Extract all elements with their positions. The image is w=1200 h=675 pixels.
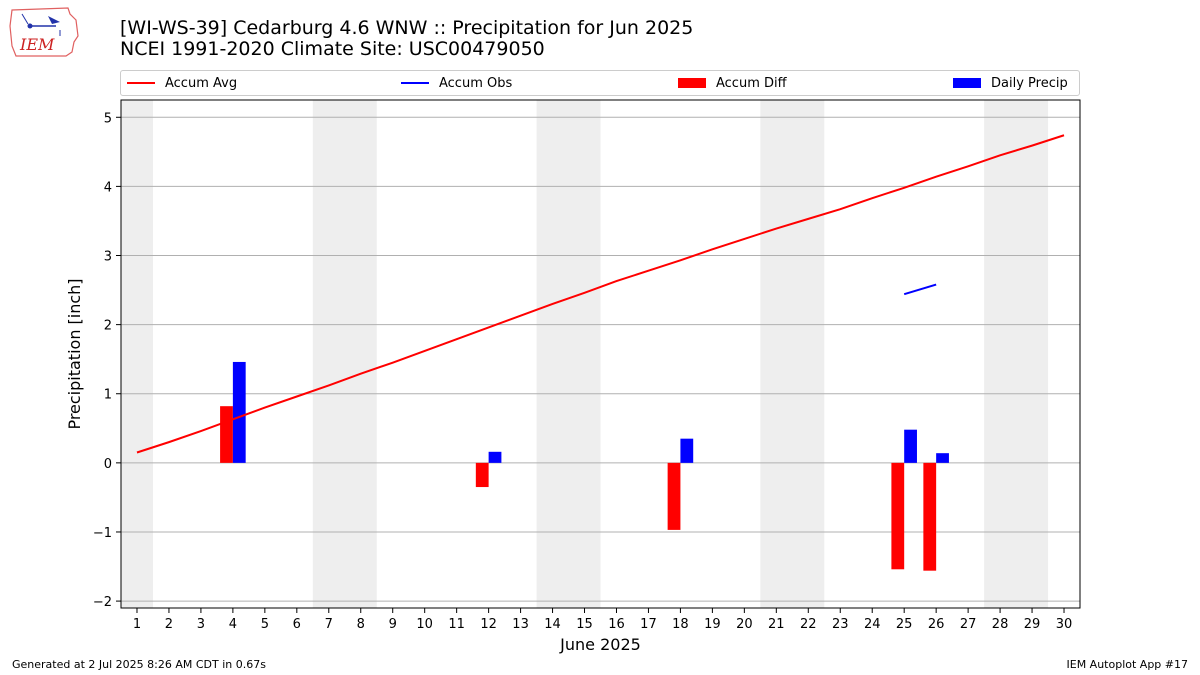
x-tick-label: 16 [608, 617, 625, 632]
y-tick-label: −1 [93, 526, 112, 541]
y-tick-label: 2 [104, 319, 112, 334]
y-tick-label: −2 [93, 595, 112, 610]
x-tick-label: 1 [133, 617, 141, 632]
x-tick-label: 4 [229, 617, 237, 632]
x-tick-label: 3 [197, 617, 205, 632]
x-tick-label: 5 [261, 617, 269, 632]
x-tick-label: 10 [416, 617, 433, 632]
legend-label-accum-diff: Accum Diff [716, 75, 787, 91]
weekend-shade [760, 100, 825, 608]
weekend-shade [121, 100, 153, 608]
accum-diff-bar [220, 406, 233, 463]
legend-swatch-accum-diff [678, 78, 706, 88]
x-tick-label: 29 [1024, 617, 1041, 632]
x-tick-label: 9 [389, 617, 397, 632]
daily-precip-bar [488, 451, 502, 463]
accum-diff-bar [891, 462, 905, 570]
title-line-2: NCEI 1991-2020 Climate Site: USC00479050 [120, 38, 545, 60]
x-tick-label: 28 [992, 617, 1009, 632]
accum-diff-bar [667, 462, 681, 530]
weekend-shade [312, 100, 377, 608]
legend: Accum Avg Accum Obs Accum Diff Daily Pre… [120, 70, 1080, 96]
x-tick-label: 11 [448, 617, 465, 632]
y-tick-label: 3 [104, 250, 112, 265]
x-tick-label: 7 [325, 617, 333, 632]
title-line-1: [WI-WS-39] Cedarburg 4.6 WNW :: Precipit… [120, 17, 694, 39]
x-tick-label: 18 [672, 617, 689, 632]
chart-title: [WI-WS-39] Cedarburg 4.6 WNW :: Precipit… [120, 18, 693, 60]
legend-item-accum-avg: Accum Avg [127, 71, 237, 95]
y-tick-label: 1 [104, 388, 112, 403]
accum-obs-line [903, 283, 937, 296]
x-tick-label: 20 [736, 617, 753, 632]
x-tick-label: 25 [896, 617, 913, 632]
legend-item-accum-obs: Accum Obs [401, 71, 512, 95]
daily-precip-bar [936, 453, 949, 463]
legend-swatch-daily-precip [953, 78, 981, 88]
y-tick-label: 0 [104, 457, 112, 472]
legend-label-accum-obs: Accum Obs [439, 75, 513, 91]
weekend-shade [536, 100, 601, 608]
daily-precip-bar [232, 361, 246, 463]
accum-avg-line [136, 134, 1065, 454]
x-tick-label: 23 [832, 617, 849, 632]
x-tick-label: 17 [640, 617, 657, 632]
y-axis-label: Precipitation [inch] [65, 278, 84, 429]
x-tick-label: 6 [293, 617, 301, 632]
legend-item-daily-precip: Daily Precip [953, 71, 1068, 95]
x-tick-label: 2 [165, 617, 173, 632]
legend-label-accum-avg: Accum Avg [165, 75, 238, 91]
x-tick-label: 27 [960, 617, 977, 632]
x-tick-label: 8 [357, 617, 365, 632]
weekend-shade [984, 100, 1049, 608]
y-tick-label: 5 [104, 111, 112, 126]
legend-label-daily-precip: Daily Precip [991, 75, 1068, 91]
accum-diff-bar [923, 462, 937, 571]
x-tick-label: 30 [1056, 617, 1073, 632]
x-tick-label: 26 [928, 617, 945, 632]
iem-logo: IEM [8, 6, 80, 60]
legend-swatch-accum-obs [401, 82, 429, 84]
x-tick-label: 21 [768, 617, 785, 632]
accum-diff-bar [475, 462, 489, 488]
logo-text: IEM [19, 35, 55, 54]
x-tick-label: 12 [480, 617, 497, 632]
x-axis-label: June 2025 [559, 635, 641, 654]
x-tick-label: 19 [704, 617, 721, 632]
plot-frame [120, 99, 1081, 609]
footer-app: IEM Autoplot App #17 [1066, 658, 1189, 671]
x-tick-label: 14 [544, 617, 561, 632]
x-tick-label: 24 [864, 617, 881, 632]
daily-precip-bar [904, 429, 917, 463]
legend-swatch-accum-avg [127, 82, 155, 84]
y-tick-label: 4 [104, 180, 112, 195]
legend-item-accum-diff: Accum Diff [678, 71, 787, 95]
footer-generated: Generated at 2 Jul 2025 8:26 AM CDT in 0… [12, 658, 266, 671]
x-tick-label: 22 [800, 617, 817, 632]
daily-precip-bar [680, 438, 694, 463]
x-tick-label: 15 [576, 617, 593, 632]
x-tick-label: 13 [512, 617, 529, 632]
